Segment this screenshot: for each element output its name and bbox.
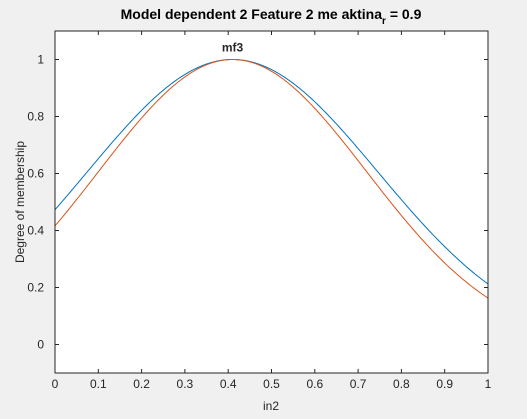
series-layer (54, 58, 489, 299)
x-tick-label: 0.2 (133, 377, 150, 391)
x-axis-label: in2 (263, 399, 279, 413)
x-tick-label: 0.6 (306, 377, 323, 391)
chart-title-main: Model dependent 2 Feature 2 me aktina (121, 6, 383, 22)
x-tick-label: 0.5 (263, 377, 280, 391)
x-tick-label: 0.1 (90, 377, 107, 391)
x-tick-label: 0 (52, 377, 59, 391)
x-tick-label: 1 (485, 377, 492, 391)
y-tick-label: 1 (37, 53, 44, 67)
series-line-1 (54, 58, 489, 285)
x-tick-label: 0.3 (177, 377, 194, 391)
x-tick-label: 0.8 (393, 377, 410, 391)
x-axis-ticks: 0 0.1 0.2 0.3 0.4 0.5 0.6 0.7 0.8 0.9 1 (52, 31, 492, 391)
chart-title: Model dependent 2 Feature 2 me aktinar =… (121, 6, 422, 27)
series-line-2 (54, 58, 489, 299)
y-tick-label: 0.2 (27, 281, 44, 295)
y-axis-label: Degree of membership (13, 141, 27, 263)
y-axis-ticks: 0 0.2 0.4 0.6 0.8 1 (27, 53, 488, 352)
x-tick-label: 0.7 (350, 377, 367, 391)
annotation-layer: mf3 (222, 41, 244, 55)
plot-area (55, 31, 488, 373)
x-tick-label: 0.9 (436, 377, 453, 391)
mf-label-1: mf3 (222, 41, 244, 55)
x-tick-label: 0.4 (220, 377, 237, 391)
y-tick-label: 0.8 (27, 110, 44, 124)
chart-title-suffix: = 0.9 (386, 6, 422, 22)
y-tick-label: 0.6 (27, 167, 44, 181)
y-tick-label: 0 (37, 338, 44, 352)
y-tick-label: 0.4 (27, 224, 44, 238)
chart-title-subscript: r (382, 16, 386, 27)
